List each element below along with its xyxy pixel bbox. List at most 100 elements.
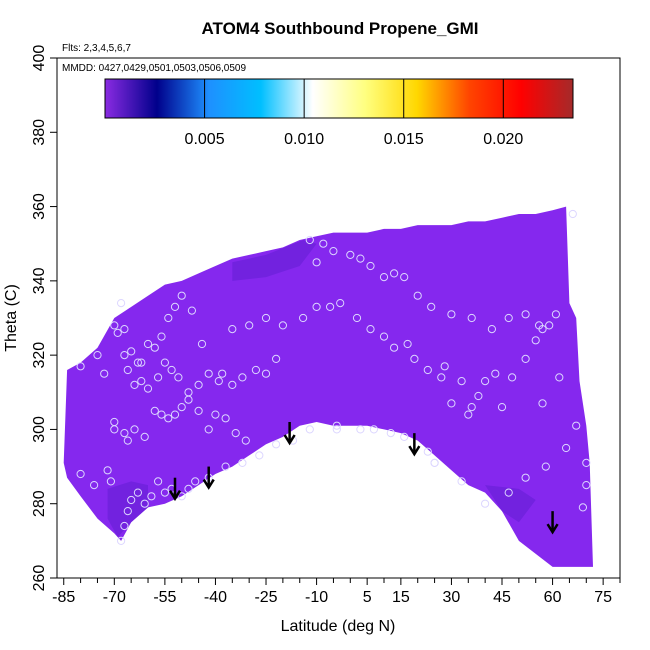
sample-point xyxy=(130,425,139,434)
sample-point xyxy=(390,269,399,278)
colorbar-ticks: 0.005 0.010 0.015 0.020 xyxy=(185,79,523,148)
sample-point xyxy=(400,273,409,282)
sample-point xyxy=(504,313,513,323)
x-axis: -85 -70 -55 -40 -25 -10 5 15 30 45 60 75 xyxy=(52,578,621,606)
sample-point xyxy=(531,336,540,345)
sample-point xyxy=(110,321,119,330)
sample-point xyxy=(430,458,439,467)
sample-point xyxy=(410,354,419,363)
sample-point xyxy=(194,380,203,389)
sample-point xyxy=(390,343,399,352)
sample-point xyxy=(120,325,129,334)
colorbar: 0.005 0.010 0.015 0.020 xyxy=(104,78,574,148)
sample-point xyxy=(521,354,530,363)
sample-point xyxy=(123,365,132,375)
sample-point xyxy=(261,369,271,378)
flights-annotation: Flts: 2,3,4,5,6,7 xyxy=(62,43,131,54)
sample-point xyxy=(143,384,153,393)
sample-point xyxy=(352,313,362,323)
y-tick-label: 400 xyxy=(31,45,48,72)
marker-arrow-head xyxy=(546,523,559,535)
sample-point xyxy=(140,432,149,441)
sample-point xyxy=(437,373,446,382)
theta-latitude-field xyxy=(63,206,593,567)
sample-point xyxy=(535,321,544,330)
sample-point xyxy=(127,495,136,505)
sample-point xyxy=(143,339,153,349)
sample-point xyxy=(221,414,230,423)
x-axis-label: Latitude (deg N) xyxy=(281,618,396,635)
x-tick-label: 5 xyxy=(363,589,372,606)
sample-point xyxy=(427,302,436,311)
sample-point xyxy=(545,321,554,330)
sample-point xyxy=(117,299,126,308)
sample-point xyxy=(184,395,193,404)
sample-point xyxy=(487,325,496,334)
sample-point xyxy=(106,477,116,486)
y-axis-label: Theta (C) xyxy=(3,284,20,352)
y-tick-label: 320 xyxy=(31,342,48,369)
y-tick-label: 300 xyxy=(31,416,48,443)
sample-point xyxy=(140,499,149,508)
sample-point xyxy=(481,377,490,386)
sample-point xyxy=(541,462,550,471)
x-tick-label: 45 xyxy=(493,589,511,606)
sample-point xyxy=(423,365,432,375)
sample-point xyxy=(133,488,142,497)
sample-point xyxy=(191,477,200,486)
colorbar-gradient xyxy=(104,78,574,119)
sample-point xyxy=(221,462,230,471)
sample-point xyxy=(356,425,365,434)
sample-point xyxy=(160,358,169,367)
sample-point xyxy=(369,425,378,434)
marker-arrow-head xyxy=(283,434,296,446)
sample-point xyxy=(218,369,227,378)
sample-point xyxy=(255,451,264,460)
sample-point xyxy=(403,339,412,349)
marker-arrow-head xyxy=(408,445,421,457)
x-tick-label: -70 xyxy=(103,589,126,606)
sample-point xyxy=(251,365,260,375)
sample-point xyxy=(157,332,166,341)
sample-point xyxy=(521,310,530,319)
dark-patch xyxy=(107,481,148,538)
sample-point xyxy=(245,321,254,330)
sample-point xyxy=(578,503,588,512)
sample-point xyxy=(312,302,321,311)
y-axis: 260 280 300 320 340 360 380 400 xyxy=(31,45,57,591)
sample-point xyxy=(113,328,122,337)
sample-point xyxy=(326,302,335,311)
sample-point xyxy=(299,313,308,323)
sample-point xyxy=(481,499,490,508)
sample-point xyxy=(423,447,432,456)
y-tick-label: 340 xyxy=(31,267,48,294)
sample-point xyxy=(329,247,338,256)
chart-title: ATOM4 Southbound Propene_GMI xyxy=(201,19,478,38)
y-tick-label: 360 xyxy=(31,193,48,220)
x-tick-label: -40 xyxy=(204,589,227,606)
sample-point xyxy=(551,310,561,319)
sample-point xyxy=(157,410,166,419)
sample-point xyxy=(194,406,203,415)
sample-point xyxy=(336,299,345,308)
x-tick-label: 30 xyxy=(443,589,461,606)
dark-patch xyxy=(232,240,317,281)
sample-point xyxy=(214,377,223,386)
sample-point xyxy=(150,406,159,415)
sample-point xyxy=(379,273,389,282)
sample-point xyxy=(120,351,129,360)
sample-point xyxy=(170,410,180,419)
sample-point xyxy=(228,325,237,334)
flight-sample-points xyxy=(76,209,591,546)
sample-point xyxy=(197,339,207,349)
sample-point xyxy=(241,436,250,445)
sample-point xyxy=(238,373,247,382)
sample-point xyxy=(521,473,530,482)
sample-point xyxy=(582,481,591,490)
sample-point xyxy=(504,488,513,497)
sample-point xyxy=(572,421,581,430)
sample-point xyxy=(366,261,375,271)
sample-point xyxy=(332,425,341,434)
sample-point xyxy=(147,492,156,501)
